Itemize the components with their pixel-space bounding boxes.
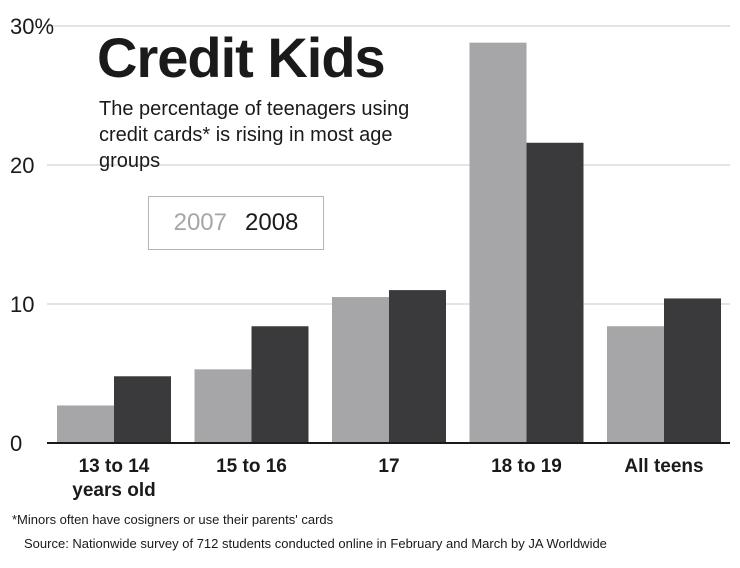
bar-2008-1	[251, 326, 309, 443]
bar-2007-1	[194, 369, 252, 443]
y-tick-label: 30%	[10, 14, 54, 39]
bar-2007-2	[332, 297, 389, 443]
x-tick-label: years old	[72, 480, 155, 501]
y-tick-label: 10	[10, 292, 34, 317]
y-tick-label: 20	[10, 153, 34, 178]
y-tick-label: 0	[10, 431, 22, 456]
footnote: *Minors often have cosigners or use thei…	[12, 512, 334, 527]
bar-2007-4	[607, 326, 664, 443]
x-tick-label: 17	[378, 456, 399, 477]
legend: 2007 2008	[148, 196, 324, 250]
legend-item-2007: 2007	[173, 209, 227, 236]
bar-2008-4	[664, 298, 721, 443]
chart-subtitle: The percentage of teenagers using credit…	[99, 98, 410, 172]
x-tick-label: 13 to 14	[79, 456, 150, 477]
x-tick-label: 18 to 19	[491, 456, 562, 477]
source-note: Source: Nationwide survey of 712 student…	[24, 536, 607, 551]
chart-title: Credit Kids	[97, 26, 386, 89]
bar-2007-0	[57, 405, 114, 443]
bar-2007-3	[469, 42, 527, 444]
x-tick-label: 15 to 16	[216, 456, 287, 477]
x-tick-label: All teens	[624, 456, 703, 477]
bar-2008-3	[526, 142, 584, 443]
legend-item-2008: 2008	[245, 209, 299, 236]
bar-2008-0	[114, 376, 171, 443]
bar-2008-2	[389, 290, 446, 443]
